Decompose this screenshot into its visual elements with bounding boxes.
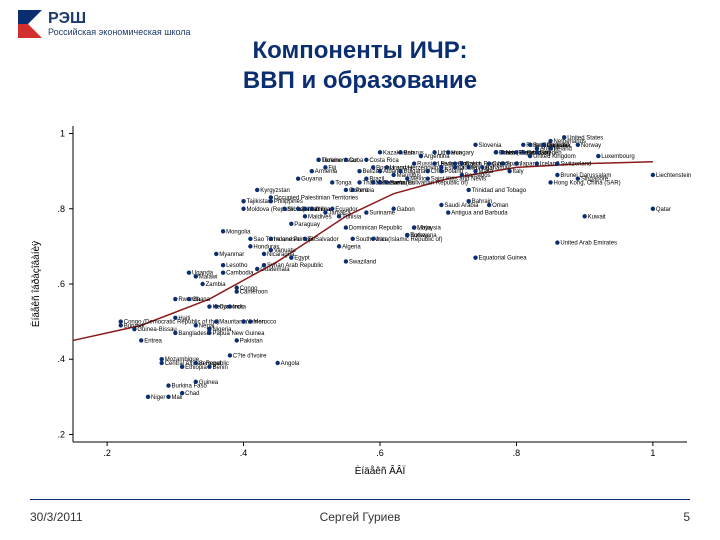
logo-acronym: РЭШ <box>48 10 191 28</box>
svg-text:Trinidad and Tobago: Trinidad and Tobago <box>472 188 527 194</box>
svg-text:Haiti: Haiti <box>178 316 190 322</box>
svg-text:Benin: Benin <box>212 365 227 371</box>
svg-text:Eritrea: Eritrea <box>144 338 162 344</box>
svg-text:Vanuatu: Vanuatu <box>274 248 296 254</box>
svg-text:Papua New Guinea: Papua New Guinea <box>212 331 265 337</box>
svg-text:Luxembourg: Luxembourg <box>601 154 634 160</box>
svg-text:Fiji: Fiji <box>328 165 336 171</box>
svg-text:Ghana: Ghana <box>192 297 211 303</box>
svg-text:.4: .4 <box>57 354 65 364</box>
svg-text:Malawi: Malawi <box>199 274 218 280</box>
svg-text:Paraguay: Paraguay <box>294 222 320 228</box>
svg-text:.2: .2 <box>57 429 65 439</box>
svg-text:Morocco: Morocco <box>253 320 277 326</box>
svg-text:Antigua and Barbuda: Antigua and Barbuda <box>451 211 508 217</box>
svg-text:.6: .6 <box>376 448 384 458</box>
svg-text:Niger: Niger <box>151 395 165 401</box>
svg-text:Algeria: Algeria <box>342 244 361 250</box>
page-title: Компоненты ИЧР: ВВП и образование <box>0 36 720 96</box>
svg-text:Equatorial Guinea: Equatorial Guinea <box>479 256 528 262</box>
scatter-chart: .2 .4 .6 .8 1 .2 .4 .6 .8 1 Èíäåêñ ÂÂÏ Èíäåêñ îáðàç… <box>25 120 695 480</box>
svg-text:India: India <box>233 305 247 311</box>
svg-text:United States: United States <box>567 135 603 141</box>
svg-text:Tonga: Tonga <box>335 180 352 186</box>
svg-text:.8: .8 <box>57 204 65 214</box>
svg-text:Suriname: Suriname <box>369 211 395 217</box>
svg-text:Zambia: Zambia <box>206 282 227 288</box>
svg-text:Qatar: Qatar <box>656 207 671 213</box>
svg-text:Angola: Angola <box>281 361 300 367</box>
svg-text:Botswana: Botswana <box>410 233 437 239</box>
svg-text:Singapore: Singapore <box>581 177 609 183</box>
footer: 30/3/2011 Сергей Гуриев 5 <box>30 499 690 524</box>
svg-text:Philippines: Philippines <box>274 199 303 205</box>
svg-text:Egypt: Egypt <box>294 256 310 262</box>
svg-text:Mongolia: Mongolia <box>226 229 251 235</box>
org-logo: РЭШ Российская экономическая школа <box>18 10 191 38</box>
svg-text:Èíäåêñ îáðàçîâàíèÿ: Èíäåêñ îáðàçîâàíèÿ <box>29 241 42 327</box>
svg-text:Cambodia: Cambodia <box>226 271 254 277</box>
svg-text:Peru: Peru <box>356 188 369 194</box>
svg-text:.8: .8 <box>513 448 521 458</box>
svg-text:Oman: Oman <box>492 203 508 209</box>
svg-text:Ecuador: Ecuador <box>335 207 357 213</box>
svg-text:Dominican Republic: Dominican Republic <box>349 226 402 232</box>
svg-text:Chad: Chad <box>185 391 199 397</box>
svg-text:.2: .2 <box>103 448 111 458</box>
svg-text:Norway: Norway <box>581 143 601 149</box>
svg-text:Myanmar: Myanmar <box>219 252 244 258</box>
svg-text:Japan: Japan <box>519 162 535 168</box>
svg-text:Bulgaria: Bulgaria <box>403 169 426 175</box>
svg-text:Cameroon: Cameroon <box>240 290 268 296</box>
svg-text:.6: .6 <box>57 279 65 289</box>
svg-text:Gabon: Gabon <box>397 207 415 213</box>
svg-text:Costa Rica: Costa Rica <box>369 158 399 164</box>
logo-mark-icon <box>18 10 42 38</box>
svg-text:1: 1 <box>60 129 65 139</box>
svg-text:Guinea-Bissau: Guinea-Bissau <box>137 327 176 333</box>
svg-text:Swaziland: Swaziland <box>349 259 376 265</box>
svg-text:Cuba: Cuba <box>349 158 364 164</box>
svg-text:C?te d'Ivoire: C?te d'Ivoire <box>233 353 267 359</box>
svg-text:Tunisia: Tunisia <box>342 214 362 220</box>
svg-text:Ukraine: Ukraine <box>322 158 343 164</box>
svg-text:Liechtenstein: Liechtenstein <box>656 173 691 179</box>
svg-text:1: 1 <box>650 448 655 458</box>
svg-text:Bangladesh: Bangladesh <box>178 331 210 337</box>
svg-text:Èíäåêñ ÂÂÏ: Èíäåêñ ÂÂÏ <box>355 464 406 477</box>
svg-text:Indonesia: Indonesia <box>274 237 301 243</box>
svg-text:United Arab Emirates: United Arab Emirates <box>560 241 617 247</box>
svg-text:.4: .4 <box>240 448 248 458</box>
svg-text:Ireland: Ireland <box>554 147 572 153</box>
svg-text:Italy: Italy <box>513 169 524 175</box>
svg-text:El Salvador: El Salvador <box>308 237 339 243</box>
svg-text:Kuwait: Kuwait <box>588 214 606 220</box>
footer-author: Сергей Гуриев <box>30 510 690 524</box>
svg-text:Hungary: Hungary <box>451 150 474 156</box>
svg-text:Kyrgyzstan: Kyrgyzstan <box>260 188 290 194</box>
svg-text:Pakistan: Pakistan <box>240 338 263 344</box>
svg-text:Mali: Mali <box>172 395 183 401</box>
svg-text:Syrian Arab Republic: Syrian Arab Republic <box>267 263 323 269</box>
svg-text:Guinea: Guinea <box>199 380 219 386</box>
svg-text:Lesotho: Lesotho <box>226 263 248 269</box>
svg-text:Slovenia: Slovenia <box>479 143 503 149</box>
svg-text:Guyana: Guyana <box>301 177 323 183</box>
svg-text:Tajikistan: Tajikistan <box>247 199 272 205</box>
svg-text:Malaysia: Malaysia <box>417 226 441 232</box>
svg-text:Switzerland: Switzerland <box>560 162 591 168</box>
